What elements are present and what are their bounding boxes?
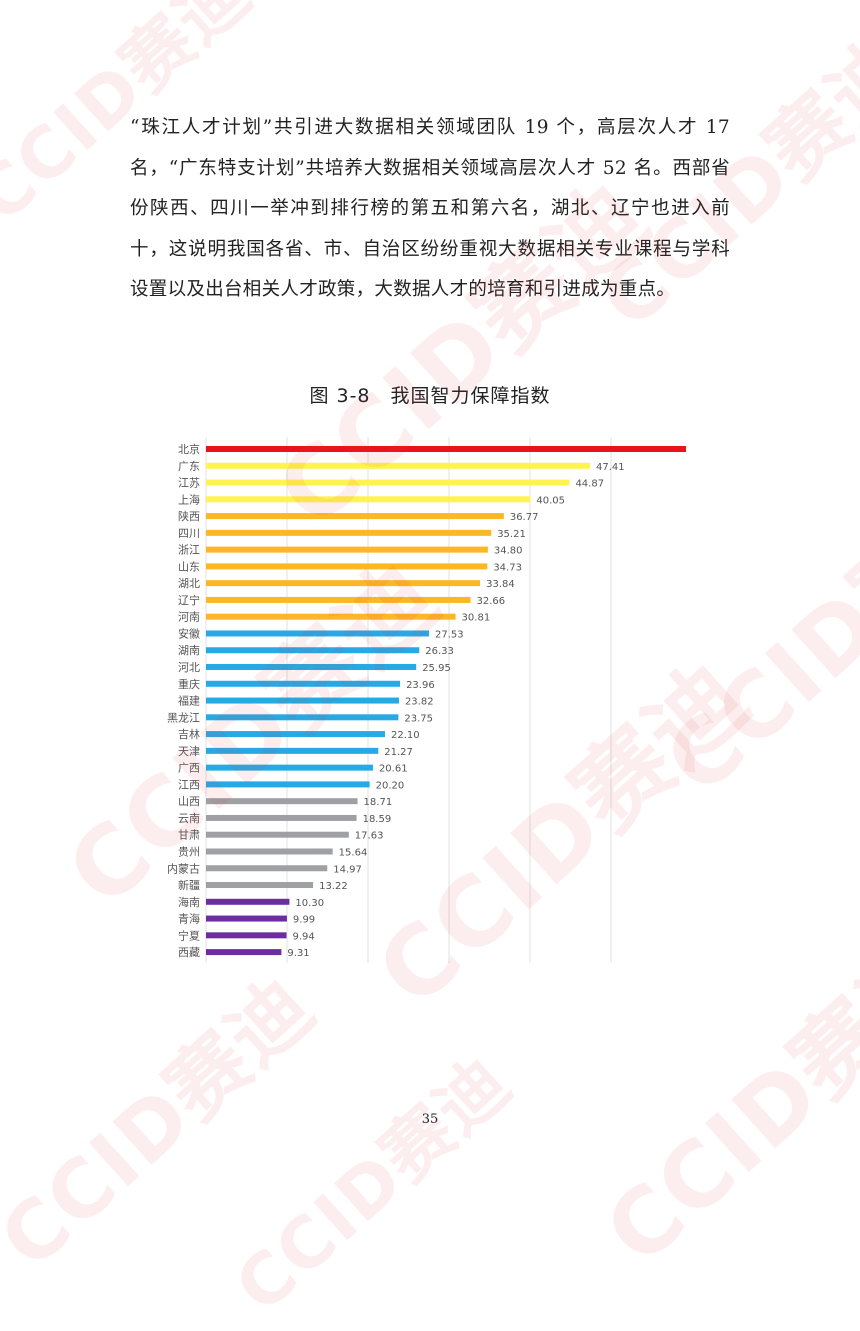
bar bbox=[206, 496, 531, 503]
category-label: 广西 bbox=[178, 762, 200, 775]
category-label: 青海 bbox=[178, 912, 200, 926]
category-label: 贵州 bbox=[178, 845, 200, 858]
bar bbox=[206, 563, 488, 570]
bar bbox=[206, 596, 471, 603]
index-bar-chart: 北京60.73广东47.41江苏44.87上海40.05陕西36.77四川35.… bbox=[146, 437, 686, 965]
bar bbox=[206, 462, 591, 469]
bar bbox=[206, 630, 429, 637]
bar bbox=[206, 580, 481, 587]
bar bbox=[206, 949, 282, 956]
value-label: 35.21 bbox=[497, 529, 526, 540]
category-label: 山东 bbox=[178, 560, 200, 573]
bar bbox=[206, 731, 386, 738]
value-label: 22.10 bbox=[391, 730, 420, 741]
value-label: 25.95 bbox=[422, 663, 451, 674]
category-label: 辽宁 bbox=[178, 593, 200, 607]
bar bbox=[206, 613, 456, 620]
bar bbox=[206, 664, 417, 671]
bar bbox=[206, 747, 379, 754]
bar bbox=[206, 781, 370, 788]
value-label: 26.33 bbox=[425, 646, 454, 657]
value-label: 23.75 bbox=[404, 713, 433, 724]
bar bbox=[206, 932, 287, 939]
category-label: 天津 bbox=[178, 745, 200, 758]
category-label: 海南 bbox=[178, 895, 200, 909]
category-label: 湖北 bbox=[178, 577, 200, 590]
category-label: 江苏 bbox=[178, 477, 200, 490]
bar bbox=[206, 898, 290, 905]
category-label: 河北 bbox=[178, 661, 200, 674]
value-label: 33.84 bbox=[486, 579, 515, 590]
bar bbox=[206, 513, 504, 520]
value-label: 36.77 bbox=[510, 512, 539, 523]
bar bbox=[206, 764, 373, 771]
value-label: 20.20 bbox=[376, 780, 405, 791]
category-label: 云南 bbox=[178, 812, 200, 825]
category-label: 浙江 bbox=[178, 544, 200, 557]
value-label: 32.66 bbox=[477, 596, 506, 607]
category-label: 北京 bbox=[178, 442, 200, 456]
value-label: 40.05 bbox=[536, 495, 565, 506]
bar bbox=[206, 882, 314, 889]
value-label: 44.87 bbox=[575, 479, 604, 490]
value-label: 9.94 bbox=[293, 931, 315, 942]
value-label: 10.30 bbox=[295, 898, 324, 909]
category-label: 四川 bbox=[178, 527, 200, 540]
bar bbox=[206, 697, 399, 704]
value-label: 9.99 bbox=[293, 915, 315, 926]
value-label: 47.41 bbox=[596, 462, 625, 473]
category-label: 陕西 bbox=[178, 509, 200, 523]
value-label: 20.61 bbox=[379, 764, 408, 775]
value-label: 9.31 bbox=[287, 948, 309, 959]
category-label: 安徽 bbox=[178, 626, 200, 640]
category-label: 黑龙江 bbox=[167, 711, 200, 724]
bar bbox=[206, 680, 401, 687]
value-label: 14.97 bbox=[333, 864, 362, 875]
value-label: 34.73 bbox=[493, 562, 522, 573]
category-label: 重庆 bbox=[178, 677, 200, 691]
category-label: 江西 bbox=[178, 778, 200, 791]
bar bbox=[206, 479, 570, 486]
bar bbox=[206, 831, 349, 838]
category-label: 宁夏 bbox=[178, 928, 200, 942]
page-number: 35 bbox=[421, 1112, 439, 1127]
watermark: CCID赛迪 bbox=[219, 1040, 527, 1329]
value-label: 21.27 bbox=[384, 747, 413, 758]
value-label: 13.22 bbox=[319, 881, 348, 892]
value-label: 27.53 bbox=[435, 629, 464, 640]
value-label: 30.81 bbox=[462, 613, 491, 624]
figure-caption: 图 3-8 我国智力保障指数 bbox=[309, 385, 551, 407]
value-label: 34.80 bbox=[494, 546, 523, 557]
category-label: 上海 bbox=[178, 492, 200, 506]
category-label: 甘肃 bbox=[178, 829, 200, 842]
value-label: 18.59 bbox=[363, 814, 392, 825]
bar bbox=[206, 446, 686, 452]
category-label: 福建 bbox=[178, 694, 200, 708]
value-label: 15.64 bbox=[339, 847, 368, 858]
bar bbox=[206, 865, 328, 872]
value-label: 18.71 bbox=[364, 797, 393, 808]
value-label: 23.82 bbox=[405, 697, 434, 708]
category-label: 西藏 bbox=[178, 946, 200, 959]
category-label: 河南 bbox=[178, 611, 200, 624]
value-label: 17.63 bbox=[355, 831, 384, 842]
bar bbox=[206, 848, 333, 855]
bar bbox=[206, 798, 358, 805]
bar bbox=[206, 714, 399, 721]
category-label: 山西 bbox=[178, 795, 200, 808]
bar bbox=[206, 915, 287, 922]
category-label: 湖南 bbox=[178, 644, 200, 657]
category-label: 内蒙古 bbox=[167, 861, 200, 875]
bar bbox=[206, 546, 488, 553]
category-label: 吉林 bbox=[178, 727, 200, 741]
bar bbox=[206, 647, 420, 654]
category-label: 新疆 bbox=[178, 878, 200, 892]
body-paragraph: “珠江人才计划”共引进大数据相关领域团队 19 个，高层次人才 17 名，“广东… bbox=[130, 117, 730, 300]
bar bbox=[206, 814, 357, 821]
category-label: 广东 bbox=[178, 460, 200, 473]
bar bbox=[206, 529, 492, 536]
value-label: 23.96 bbox=[406, 680, 435, 691]
chart-svg: 北京60.73广东47.41江苏44.87上海40.05陕西36.77四川35.… bbox=[167, 437, 686, 963]
